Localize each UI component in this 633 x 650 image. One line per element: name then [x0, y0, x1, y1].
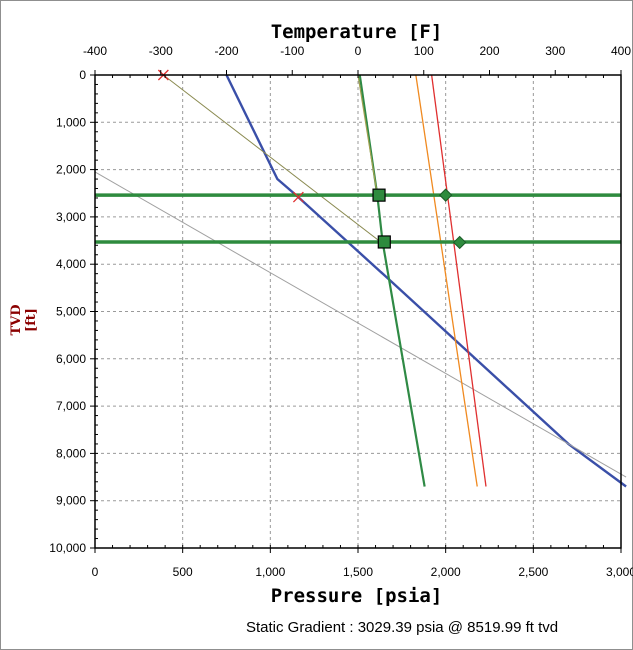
- x-marker: [292, 191, 304, 203]
- depth-tick-label: 7,000: [56, 399, 86, 413]
- pressure-tick-label: 500: [173, 565, 193, 579]
- pressure-tick-label: 1,000: [255, 565, 285, 579]
- series-line: [415, 74, 478, 487]
- temperature-tick-label: -100: [280, 44, 304, 58]
- pressure-tick-label: 0: [92, 565, 99, 579]
- diamond-marker: [438, 188, 453, 202]
- depth-axis-title: TVD [ft]: [9, 304, 39, 336]
- square-marker: [377, 235, 391, 249]
- pressure-axis-title: Pressure [psia]: [270, 585, 443, 607]
- horizontal-lines: [95, 193, 621, 244]
- series-line: [163, 74, 383, 244]
- square-marker: [372, 188, 386, 202]
- temperature-tick-label: 400: [611, 44, 631, 58]
- temperature-tick-label: 100: [414, 44, 434, 58]
- temperature-tick-label: -300: [149, 44, 173, 58]
- depth-tick-label: 9,000: [56, 494, 86, 508]
- markers: [157, 69, 467, 250]
- series-lines: [94, 74, 627, 488]
- depth-tick-label: 0: [79, 68, 86, 82]
- depth-tick-label: 4,000: [56, 257, 86, 271]
- grid-lines: [95, 75, 621, 548]
- series-line: [430, 74, 487, 487]
- temperature-axis-title: Temperature [F]: [270, 21, 443, 43]
- temperature-tick-label: 0: [355, 44, 362, 58]
- series-line: [225, 74, 627, 488]
- series-line: [358, 74, 426, 487]
- temperature-tick-label: 200: [479, 44, 499, 58]
- static-gradient-readout: Static Gradient : 3029.39 psia @ 8519.99…: [246, 619, 559, 636]
- temperature-tick-label: -400: [83, 44, 107, 58]
- pressure-tick-label: 2,500: [518, 565, 548, 579]
- depth-tick-label: 1,000: [56, 115, 86, 129]
- series-line: [94, 171, 627, 478]
- temperature-tick-label: -200: [214, 44, 238, 58]
- temperature-tick-label: 300: [545, 44, 565, 58]
- series-line: [357, 74, 378, 196]
- depth-tick-label: 2,000: [56, 163, 86, 177]
- depth-tick-label: 5,000: [56, 305, 86, 319]
- pressure-tick-label: 1,500: [343, 565, 373, 579]
- depth-tick-label: 6,000: [56, 352, 86, 366]
- axis-ticks: 0 500 1,000 1,500 2,000 2,500 3,000 -400 -300 -20…: [49, 44, 633, 579]
- depth-tick-label: 10,000: [49, 541, 86, 555]
- depth-tick-label: 8,000: [56, 446, 86, 460]
- diamond-marker: [452, 235, 467, 250]
- x-marker-stroke: [292, 191, 304, 203]
- pressure-tick-label: 3,000: [606, 565, 633, 579]
- pressure-tick-label: 2,000: [431, 565, 461, 579]
- depth-tick-label: 3,000: [56, 210, 86, 224]
